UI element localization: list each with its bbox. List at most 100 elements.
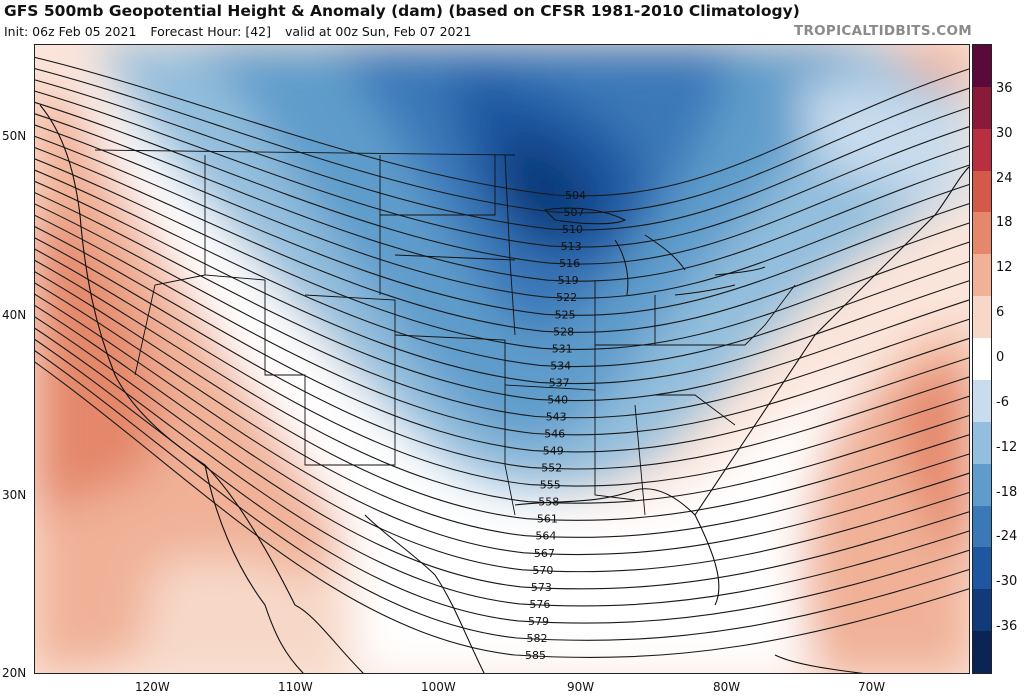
contour-label: 582 bbox=[527, 632, 548, 645]
forecast-hour: Forecast Hour: [42] bbox=[150, 24, 271, 39]
contour-label: 573 bbox=[531, 581, 552, 594]
contour-label: 507 bbox=[564, 206, 585, 219]
state-boundaries bbox=[94, 149, 796, 516]
contour-label: 534 bbox=[550, 359, 571, 372]
colorbar-label: -12 bbox=[996, 439, 1018, 455]
contour-label: 549 bbox=[543, 445, 564, 458]
height-contours bbox=[35, 56, 969, 658]
contour-label: 510 bbox=[562, 223, 583, 236]
contour-label: 564 bbox=[535, 530, 556, 543]
contour-label: 555 bbox=[540, 479, 561, 492]
contour-labels: 504 507 510 513 516 519 522 525 528 531 534 537 540 5… bbox=[525, 189, 586, 662]
contour-line bbox=[35, 237, 969, 470]
contour-line bbox=[35, 90, 969, 248]
colorbar-swatch bbox=[973, 86, 991, 130]
contour-line bbox=[35, 259, 969, 504]
colorbar-label: -36 bbox=[996, 619, 1018, 635]
contour-line bbox=[35, 147, 969, 333]
contour-label: 540 bbox=[547, 393, 568, 406]
contour-label: 537 bbox=[549, 376, 570, 389]
colorbar-swatch bbox=[973, 128, 991, 172]
contour-label: 546 bbox=[544, 428, 565, 441]
contour-label: 579 bbox=[528, 615, 549, 628]
colorbar-swatch bbox=[973, 338, 991, 381]
contour-line bbox=[35, 113, 969, 282]
lon-label-100w: 100W bbox=[421, 680, 456, 694]
colorbar-swatch bbox=[973, 45, 991, 88]
lat-label-50n: 50N bbox=[2, 129, 27, 143]
contour-line bbox=[35, 192, 969, 402]
valid-time: valid at 00z Sun, Feb 07 2021 bbox=[284, 24, 472, 39]
contour-line bbox=[35, 248, 969, 487]
colorbar-label: 30 bbox=[996, 125, 1013, 141]
contour-label: 513 bbox=[561, 240, 582, 253]
contour-line bbox=[35, 169, 969, 368]
contour-label: 516 bbox=[559, 257, 580, 270]
lon-label-80w: 80W bbox=[713, 680, 741, 694]
contour-line bbox=[35, 305, 969, 573]
contour-line bbox=[35, 282, 969, 538]
colorbar-label: 18 bbox=[996, 215, 1013, 231]
contour-line bbox=[35, 271, 969, 521]
colorbar-swatch bbox=[973, 589, 991, 632]
great-lakes bbox=[543, 207, 766, 296]
contour-line bbox=[35, 226, 969, 453]
site-brand: TROPICALTIDBITS.COM bbox=[793, 23, 972, 39]
colorbar-label: -24 bbox=[996, 529, 1018, 545]
contour-label: 543 bbox=[546, 411, 567, 424]
contour-label: 576 bbox=[529, 598, 550, 611]
contour-label: 558 bbox=[538, 496, 559, 509]
contour-line bbox=[35, 214, 969, 436]
contour-label: 519 bbox=[558, 274, 579, 287]
contour-line bbox=[35, 316, 969, 590]
contour-label: 567 bbox=[534, 547, 555, 560]
colorbar-swatch bbox=[973, 505, 991, 548]
contour-line bbox=[35, 180, 969, 385]
colorbar-label: 24 bbox=[996, 170, 1013, 186]
contour-line bbox=[35, 135, 969, 316]
contour-label: 585 bbox=[525, 649, 546, 662]
colorbar-swatch bbox=[973, 463, 991, 507]
colorbar-label: 12 bbox=[996, 260, 1013, 276]
colorbar-swatch bbox=[973, 212, 991, 255]
contour-label: 504 bbox=[565, 189, 586, 202]
contour-line bbox=[35, 68, 969, 214]
contour-label: 525 bbox=[555, 308, 576, 321]
colorbar-label: 36 bbox=[996, 80, 1013, 96]
contour-line bbox=[35, 124, 969, 299]
init-time: Init: 06z Feb 05 2021 bbox=[4, 24, 137, 39]
anomaly-map: 504 507 510 513 516 519 522 525 528 531 534 537 540 5… bbox=[35, 45, 969, 673]
colorbar-label: 6 bbox=[996, 305, 1005, 321]
contour-line bbox=[35, 203, 969, 419]
chart-subtitle: Init: 06z Feb 05 2021 Forecast Hour: [42… bbox=[4, 24, 481, 39]
contour-line bbox=[35, 101, 969, 265]
contour-line bbox=[35, 350, 969, 641]
map-panel: 504 507 510 513 516 519 522 525 528 531 534 537 540 5… bbox=[34, 44, 970, 674]
chart-title: GFS 500mb Geopotential Height & Anomaly … bbox=[4, 2, 800, 20]
colorbar-swatch bbox=[973, 547, 991, 590]
colorbar-swatch bbox=[973, 379, 991, 423]
contour-line bbox=[35, 79, 969, 231]
contour-label: 552 bbox=[541, 462, 562, 475]
contour-label: 531 bbox=[552, 342, 573, 355]
contour-label: 522 bbox=[556, 291, 577, 304]
contour-label: 561 bbox=[537, 513, 558, 526]
lon-label-70w: 70W bbox=[858, 680, 886, 694]
anomaly-field bbox=[35, 45, 969, 673]
contour-label: 570 bbox=[532, 564, 553, 577]
colorbar-label: -18 bbox=[996, 484, 1018, 500]
colorbar-swatch bbox=[973, 421, 991, 465]
contour-line bbox=[35, 327, 969, 607]
colorbar-label: 0 bbox=[996, 350, 1005, 365]
lat-label-20n: 20N bbox=[2, 666, 27, 680]
colorbar-swatch bbox=[973, 296, 991, 339]
colorbar-swatch bbox=[973, 170, 991, 213]
contour-line bbox=[35, 158, 969, 350]
colorbar-label: -6 bbox=[996, 394, 1009, 410]
contour-line bbox=[35, 293, 969, 556]
anomaly-colorbar bbox=[972, 44, 992, 674]
lon-label-90w: 90W bbox=[567, 680, 595, 694]
colorbar-swatch bbox=[973, 254, 991, 297]
lat-label-40n: 40N bbox=[2, 308, 27, 322]
contour-label: 528 bbox=[553, 325, 574, 338]
